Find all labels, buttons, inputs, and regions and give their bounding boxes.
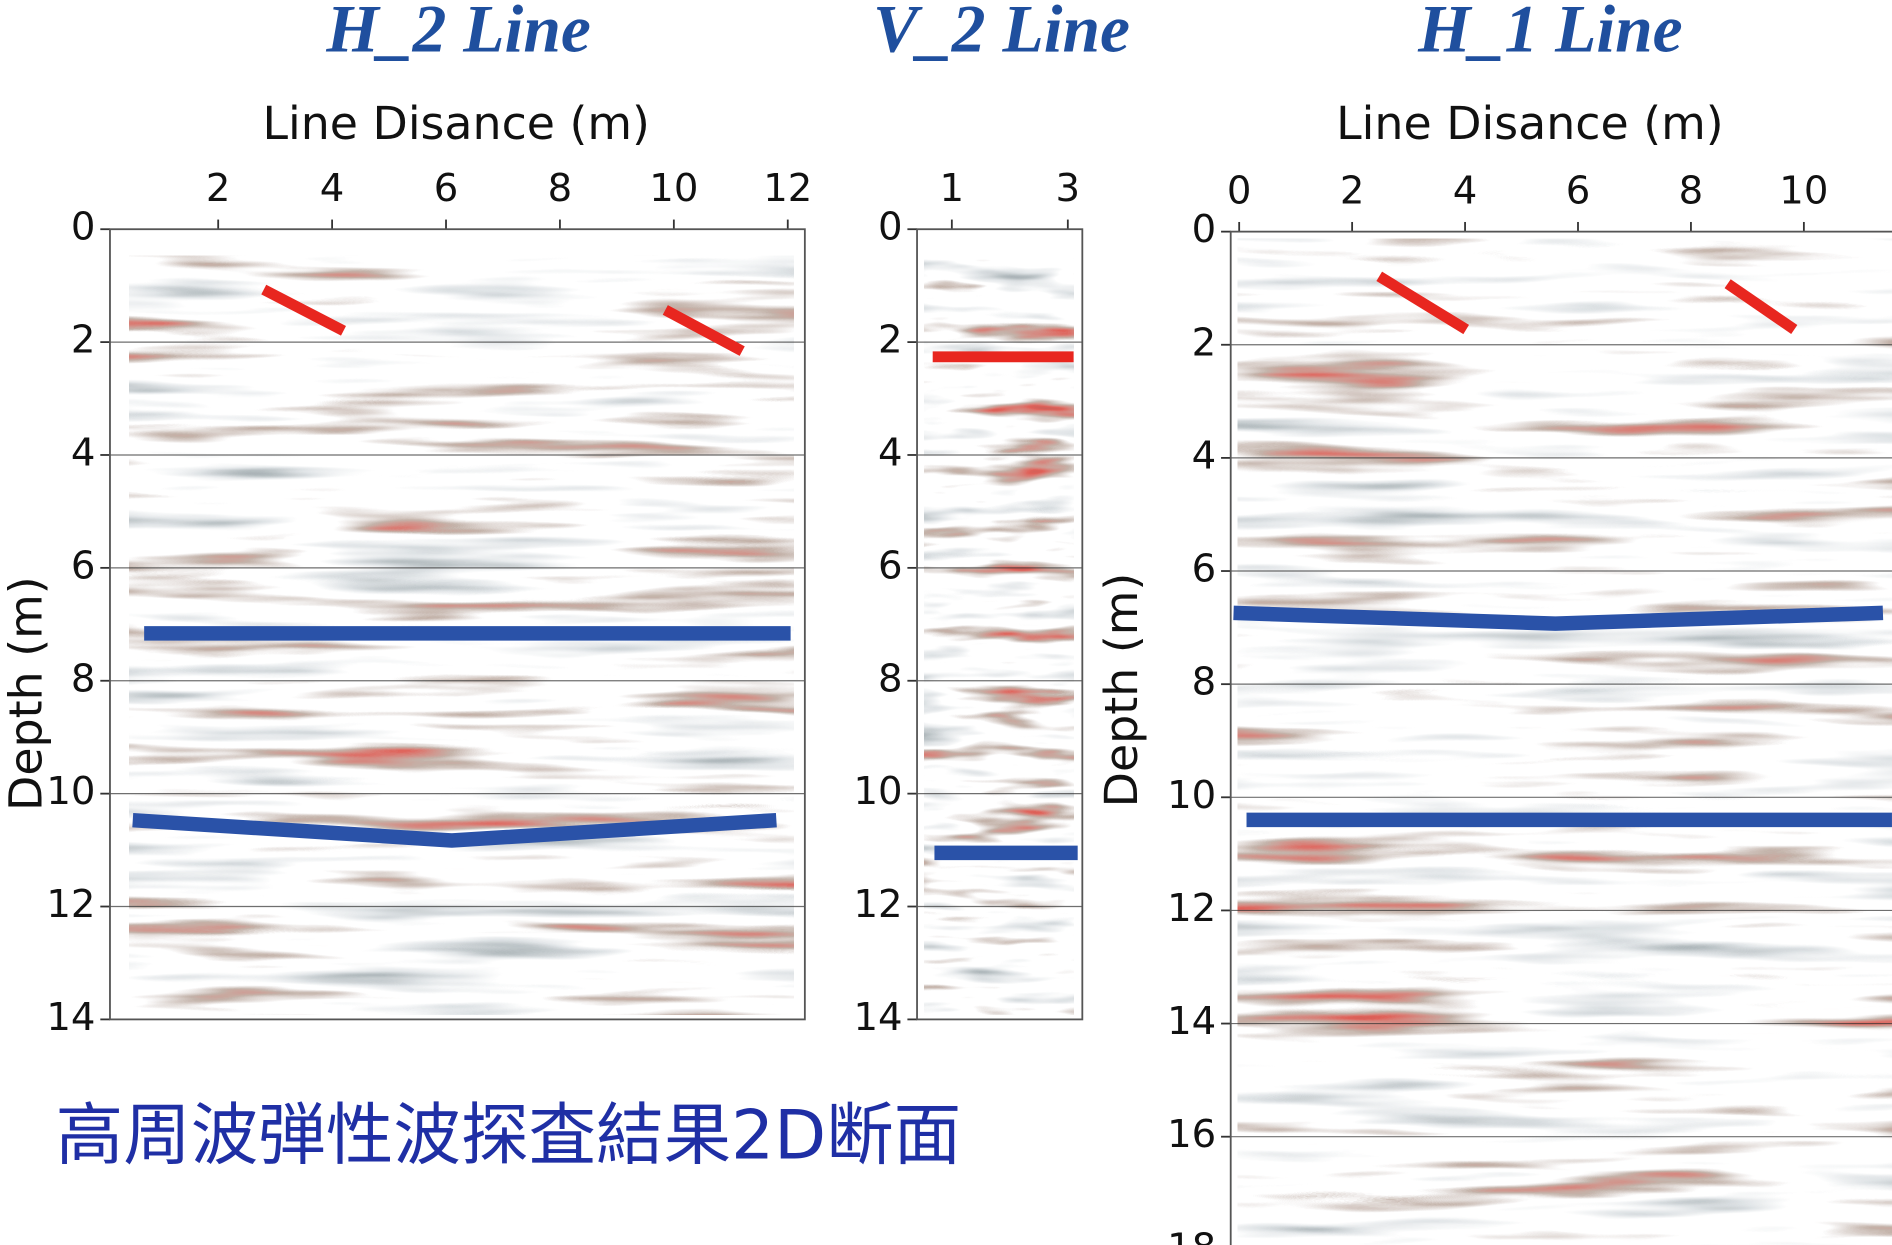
plot-frame [1229,230,1892,1245]
x-tick-label: 0 [1227,169,1252,214]
x-tick-label: 8 [1679,169,1704,214]
x-tick-label: 10 [649,166,698,211]
y-tick-label: 14 [853,995,902,1040]
y-tick-label: 6 [878,543,903,588]
y-tick-label: 8 [878,656,903,701]
y-tick-label: 14 [46,995,95,1040]
x-tick-label: 4 [320,166,345,211]
x-tick-label: 10 [1779,169,1828,214]
seismic-image [1237,238,1892,1245]
x-tick-label: 12 [763,166,812,211]
x-tick-label: 8 [548,166,573,211]
plot-frame [916,228,1084,1021]
interpretation-line [261,284,346,336]
x-tick-label: 6 [1566,169,1591,214]
y-tick-label: 12 [46,882,95,927]
plot-frame [109,228,806,1021]
y-tick-label: 10 [853,769,902,814]
interpretation-line [1376,271,1470,335]
y-tick-label: 2 [71,318,96,363]
y-tick-label: 8 [71,656,96,701]
y-tick-label: 4 [71,430,96,475]
y-tick-label: 14 [1167,999,1216,1044]
x-tick-label: 2 [1340,169,1365,214]
y-tick-label: 12 [853,882,902,927]
x-axis-label: Line Disance (m) [262,96,649,150]
x-axis-label: Line Disance (m) [1336,96,1723,150]
x-tick-label: 6 [434,166,459,211]
y-tick-label: 10 [1167,773,1216,818]
y-axis-label: Depth (m) [1094,573,1148,808]
y-tick-label: 2 [878,318,903,363]
x-tick-label: 3 [1056,166,1081,211]
y-tick-label: 18 [1167,1225,1216,1245]
y-tick-label: 2 [1192,320,1217,365]
x-tick-label: 1 [940,166,965,211]
y-axis-label: Depth (m) [0,576,53,811]
y-tick-label: 4 [878,430,903,475]
y-tick-label: 0 [1192,207,1217,252]
panel-title: H_2 Line [325,0,591,67]
panel-title: V_2 Line [873,0,1130,67]
y-tick-label: 12 [1167,886,1216,931]
interpretation-line [1724,279,1798,334]
y-tick-label: 8 [1192,660,1217,705]
interpretation-line [662,305,745,356]
y-tick-label: 6 [71,543,96,588]
y-tick-label: 16 [1167,1112,1216,1157]
y-tick-label: 6 [1192,547,1217,592]
y-tick-label: 10 [46,769,95,814]
y-tick-label: 0 [878,205,903,250]
interpretation-line [132,812,777,848]
seismic-image [924,258,1074,1015]
x-tick-label: 2 [206,166,231,211]
interpretation-line [1233,605,1884,631]
y-tick-label: 4 [1192,433,1217,478]
caption: 高周波弾性波探査結果2D断面 [56,1096,962,1175]
x-tick-label: 4 [1453,169,1478,214]
y-tick-label: 0 [71,205,96,250]
panel-title: H_1 Line [1417,0,1683,67]
